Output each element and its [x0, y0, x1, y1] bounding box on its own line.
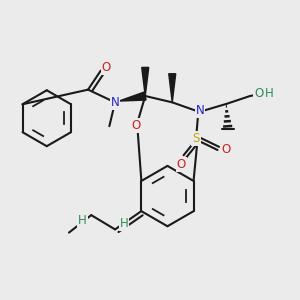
Text: O: O — [222, 143, 231, 157]
Text: O: O — [131, 119, 140, 132]
Text: H: H — [265, 87, 274, 100]
Polygon shape — [169, 74, 176, 102]
Polygon shape — [119, 92, 146, 101]
Text: N: N — [196, 104, 204, 117]
Text: N: N — [111, 96, 119, 109]
Text: O: O — [254, 87, 263, 100]
Text: O: O — [176, 158, 186, 171]
Polygon shape — [142, 68, 149, 96]
Text: S: S — [192, 132, 200, 146]
Text: H: H — [78, 214, 87, 227]
Text: H: H — [120, 217, 128, 230]
Text: O: O — [102, 61, 111, 74]
